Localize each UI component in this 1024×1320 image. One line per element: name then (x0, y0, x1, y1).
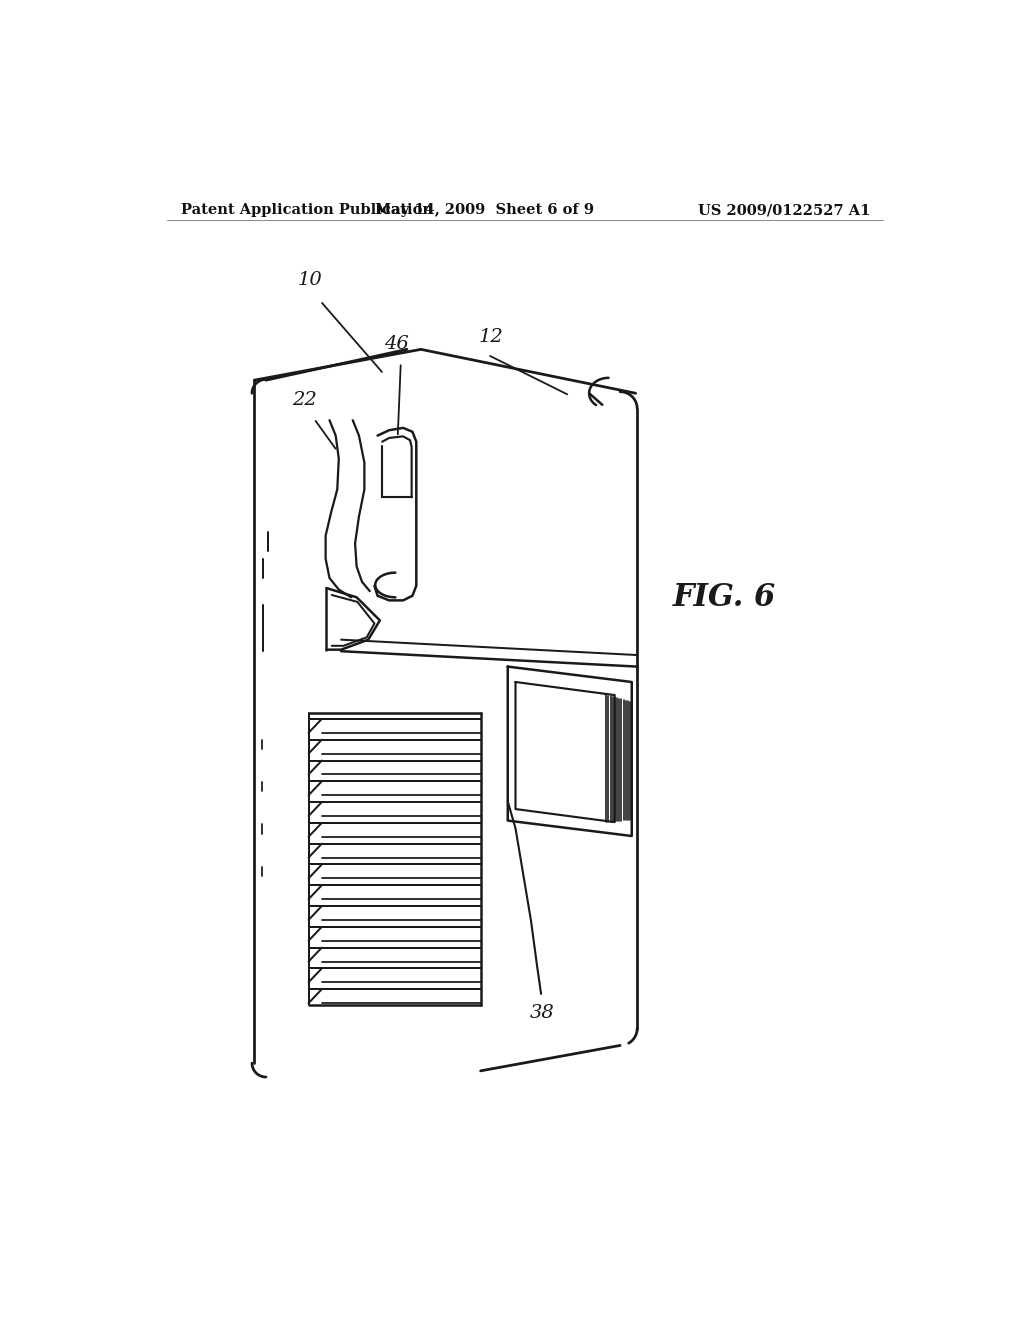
Text: May 14, 2009  Sheet 6 of 9: May 14, 2009 Sheet 6 of 9 (375, 203, 594, 216)
Text: 10: 10 (298, 272, 323, 289)
Text: 22: 22 (292, 392, 317, 409)
Text: 46: 46 (384, 335, 409, 354)
Text: 12: 12 (478, 329, 503, 346)
Text: FIG. 6: FIG. 6 (673, 582, 776, 612)
Text: Patent Application Publication: Patent Application Publication (180, 203, 433, 216)
Text: US 2009/0122527 A1: US 2009/0122527 A1 (698, 203, 870, 216)
Text: 38: 38 (530, 1003, 555, 1022)
